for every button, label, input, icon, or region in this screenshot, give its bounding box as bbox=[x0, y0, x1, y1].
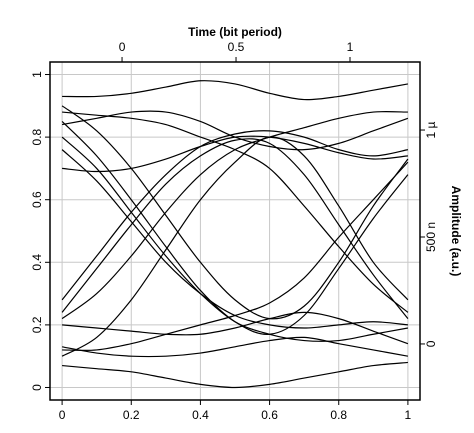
x-tick-label: 0.6 bbox=[261, 408, 278, 422]
x2-tick-label: 0 bbox=[119, 40, 126, 54]
trace bbox=[61, 336, 409, 358]
y-tick-label: 0.4 bbox=[30, 254, 44, 271]
trace bbox=[62, 80, 409, 101]
trace bbox=[61, 111, 408, 320]
x2-tick-label: 0.5 bbox=[228, 40, 245, 54]
x-tick-label: 0.4 bbox=[192, 408, 209, 422]
x2-axis-label: Time (bit period) bbox=[188, 25, 282, 39]
y-tick-label: 0.2 bbox=[30, 316, 44, 333]
trace bbox=[62, 311, 409, 345]
y-tick-label: 0.6 bbox=[30, 191, 44, 208]
y-tick-label: 0.8 bbox=[30, 128, 44, 145]
y-tick-label: 1 bbox=[30, 71, 44, 78]
trace bbox=[61, 110, 409, 151]
y2-tick-label: 500 n bbox=[424, 222, 438, 252]
trace bbox=[61, 136, 409, 357]
trace bbox=[61, 149, 408, 329]
y-tick-label: 0 bbox=[30, 384, 44, 391]
y2-tick-label: 1 µ bbox=[424, 121, 438, 138]
x-tick-label: 0.8 bbox=[330, 408, 347, 422]
y2-axis-label: Amplitude (a.u.) bbox=[449, 186, 463, 277]
y2-tick-label: 0 bbox=[424, 340, 438, 347]
x-tick-label: 1 bbox=[405, 408, 412, 422]
x2-tick-label: 1 bbox=[347, 40, 354, 54]
trace bbox=[61, 105, 409, 320]
trace bbox=[61, 138, 409, 320]
trace bbox=[61, 130, 409, 301]
trace bbox=[61, 136, 409, 342]
trace bbox=[62, 361, 408, 389]
x-tick-label: 0 bbox=[59, 408, 66, 422]
x-tick-label: 0.2 bbox=[123, 408, 140, 422]
plot-frame bbox=[49, 61, 421, 401]
